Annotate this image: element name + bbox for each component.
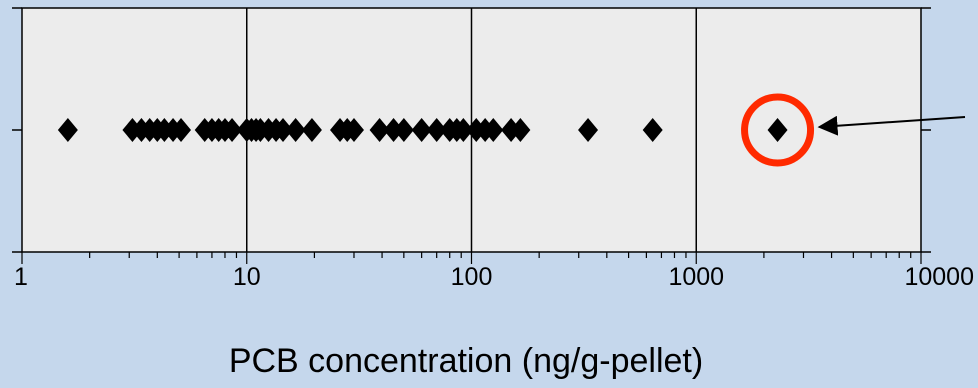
data-point [273, 118, 294, 142]
data-point [642, 118, 663, 142]
data-point [578, 118, 599, 142]
data-point [343, 118, 364, 142]
data-point [301, 118, 322, 142]
data-point [369, 118, 390, 142]
y-axis-ticks [12, 7, 931, 253]
x-axis-minor-ticks [21, 252, 922, 264]
x-tick-label: 1 [14, 263, 28, 291]
data-point [171, 118, 192, 142]
data-point [453, 118, 474, 142]
x-tick-label: 100 [451, 263, 493, 291]
data-point [285, 118, 306, 142]
data-point [411, 118, 432, 142]
x-tick-label: 10 [233, 263, 261, 291]
data-point [483, 118, 504, 142]
data-point [767, 118, 788, 142]
x-axis-title: PCB concentration (ng/g-pellet) [229, 342, 703, 380]
data-point [393, 118, 414, 142]
x-tick-label: 1000 [668, 263, 724, 291]
data-point [57, 118, 78, 142]
data-points [57, 118, 788, 142]
pointer-arrow [817, 115, 966, 136]
data-point [426, 118, 447, 142]
highlight-circle [741, 93, 815, 167]
data-point [383, 118, 404, 142]
x-axis-tick-labels: 1 10 100 1000 10000 [14, 263, 974, 291]
data-point [222, 118, 243, 142]
data-point [510, 118, 531, 142]
x-tick-label: 10000 [904, 263, 974, 291]
